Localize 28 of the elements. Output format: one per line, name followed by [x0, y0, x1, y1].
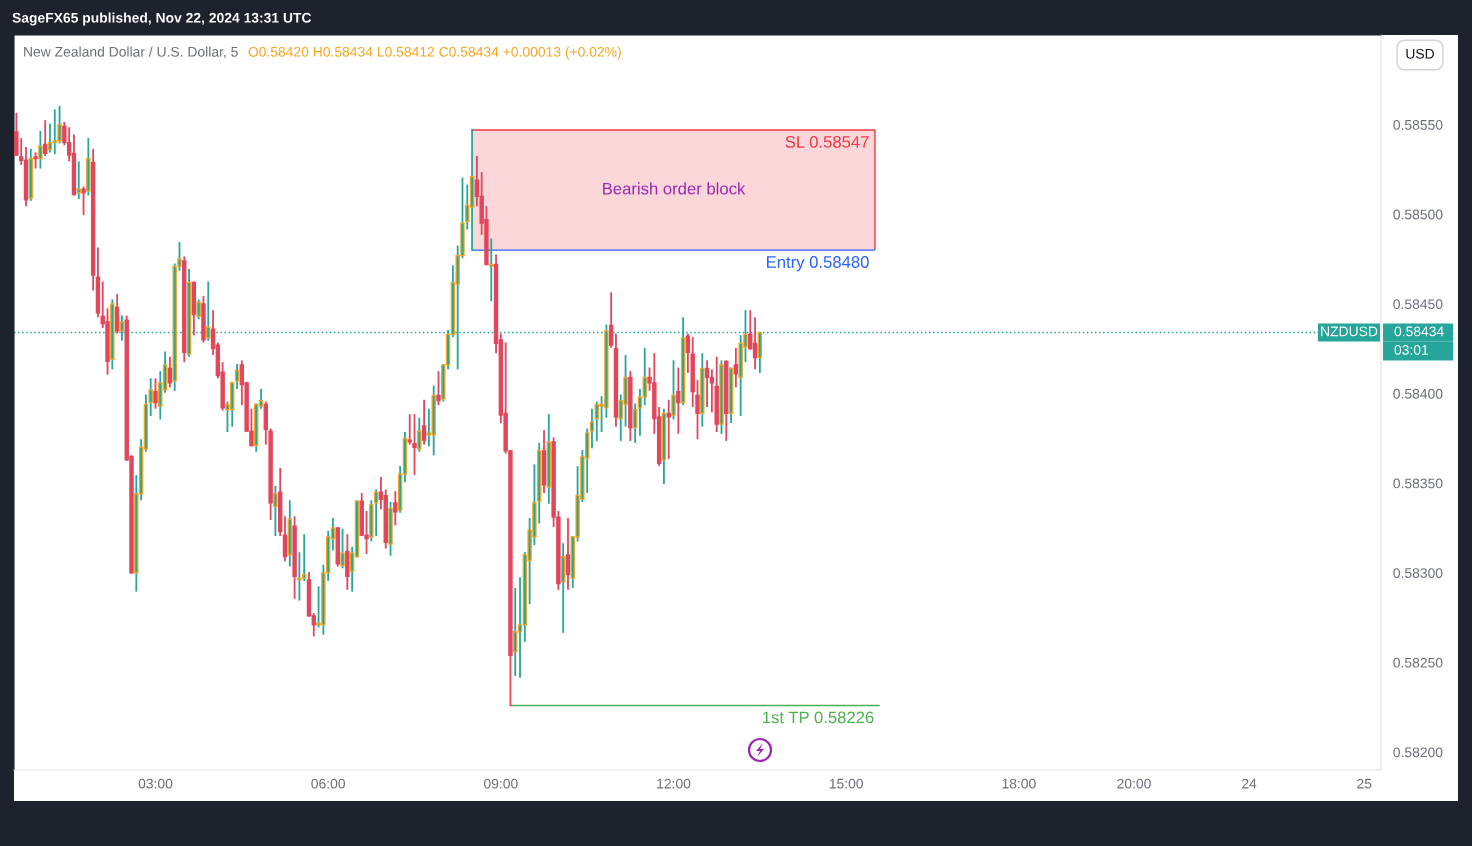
annotation: Bearish order block	[603, 182, 746, 195]
x-tick-label: 12:00	[657, 778, 691, 789]
y-tick-label: 0.58450	[1393, 299, 1443, 310]
text: New Zealand Dollar / U.S. Dollar, 5	[24, 46, 238, 59]
y-tick-label: 0.58400	[1393, 388, 1443, 399]
y-tick-label: 0.58350	[1393, 478, 1443, 489]
series-label: SL 0.58547	[785, 136, 869, 148]
y-tick-label: 0.58200	[1393, 747, 1443, 758]
y-tick-label: 0.58500	[1393, 209, 1443, 220]
series-label: 1st TP 0.58226	[763, 711, 874, 724]
x-tick-label: 09:00	[484, 778, 518, 789]
x-tick-label: 20:00	[1117, 778, 1151, 789]
x-tick-label: 06:00	[311, 778, 346, 789]
x-tick-label: 24	[1242, 778, 1257, 789]
y-tick-label: 0.58300	[1393, 568, 1443, 578]
x-tick-label: 15:00	[829, 778, 864, 789]
text: 03:01	[1394, 344, 1429, 355]
series-label: Entry 0.58480	[767, 256, 869, 272]
y-tick-label: 0.58550	[1393, 119, 1443, 130]
x-tick-label: 25	[1357, 778, 1372, 789]
text: O0.58420 H0.58434 L0.58412 C0.58434 +0.00013 (+0.02%)	[248, 46, 621, 60]
x-tick-label: 18:00	[1002, 778, 1036, 789]
text: 0.58434	[1394, 326, 1444, 337]
y-tick-label: 0.58250	[1393, 657, 1443, 668]
ref-line-label: NZDUSD	[1321, 326, 1378, 337]
x-tick-label: 03:00	[138, 778, 173, 789]
text: SageFX65 published, Nov 22, 2024 13:31 UTC	[12, 12, 312, 26]
text: USD	[1406, 48, 1434, 59]
